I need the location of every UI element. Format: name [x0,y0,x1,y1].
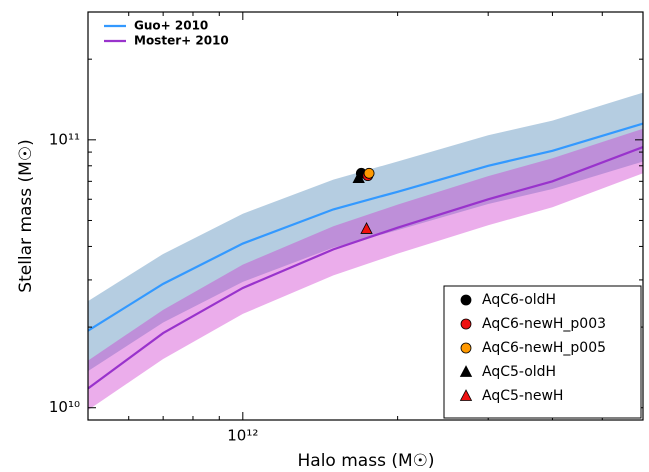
band [88,128,643,411]
plot-area [88,92,643,411]
marker [363,167,375,179]
legend-label: Guo+ 2010 [134,19,208,33]
legend-label: Moster+ 2010 [134,34,229,48]
marker [460,294,472,306]
marker [352,171,365,183]
y-tick-label: 10¹¹ [49,130,80,148]
line [88,145,643,390]
x-tick-label: 10¹² [227,427,258,445]
legend-label: AqC6-oldH [482,292,556,308]
plot-frame [87,11,644,421]
y-tick-label: 10¹⁰ [49,398,80,416]
legend-label: AqC5-newH [482,388,563,404]
legend-label: AqC6-newH_p005 [482,340,606,356]
legend-box [443,285,642,419]
marker [460,342,472,354]
y-axis-label: Stellar mass (M☉) [16,139,36,292]
marker [360,222,373,234]
line [88,122,643,332]
marker [459,365,473,377]
marker [459,389,473,401]
x-axis-label: Halo mass (M☉) [298,451,435,471]
marker [460,318,472,330]
legend-label: AqC6-newH_p003 [482,316,606,332]
legend-label: AqC5-oldH [482,364,556,380]
